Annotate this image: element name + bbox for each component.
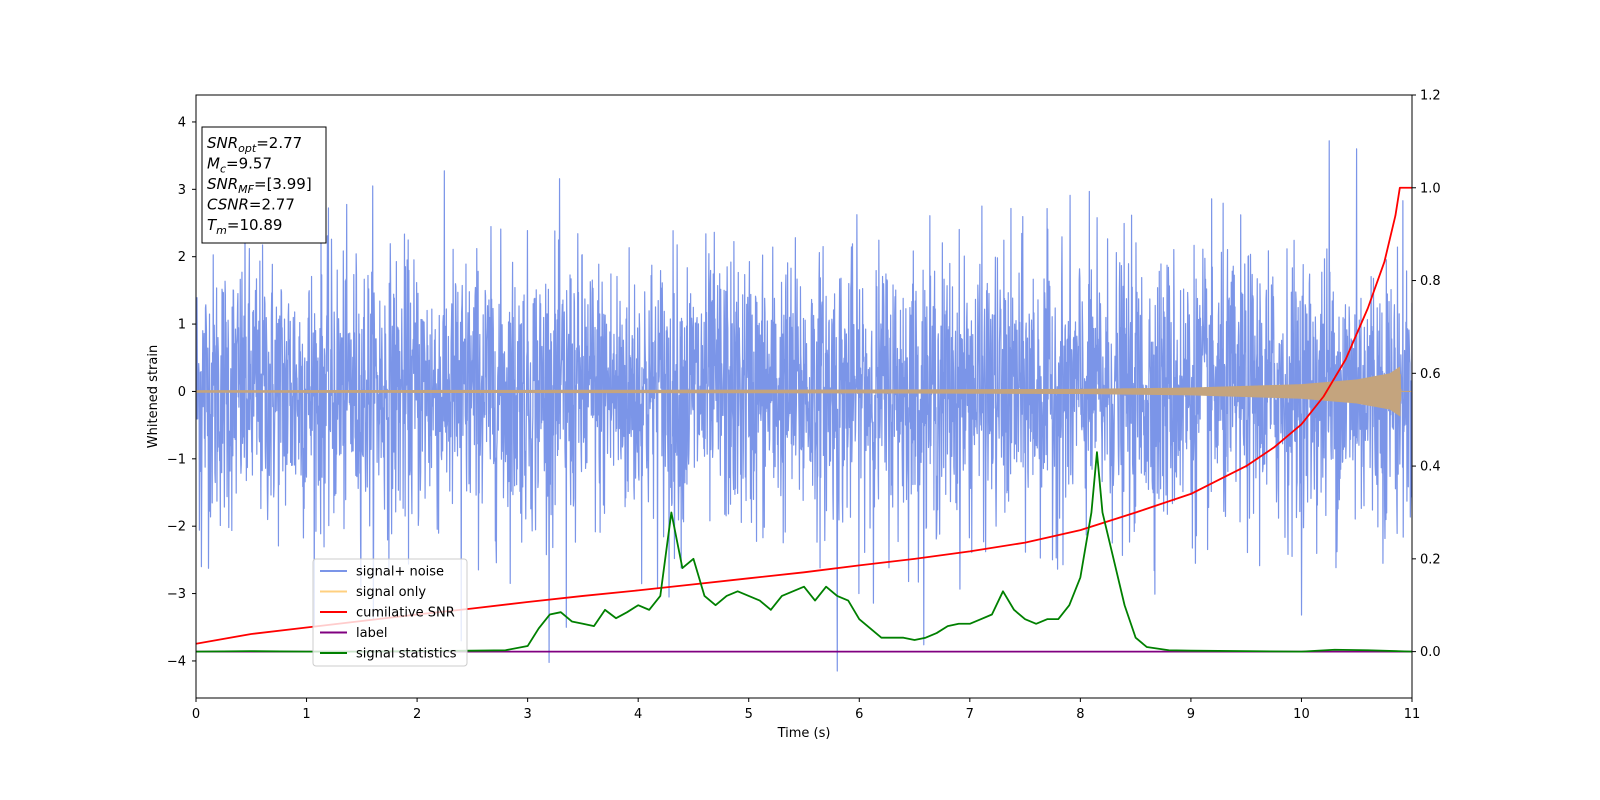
y-tick-label-8: 4 bbox=[178, 115, 186, 130]
annotation-line-1: Mc=9.57 bbox=[207, 155, 272, 176]
y-axis-title: Whitened strain bbox=[146, 345, 161, 448]
x-tick-label-8: 8 bbox=[1076, 707, 1084, 722]
y2-tick-label-2: 0.4 bbox=[1420, 460, 1441, 475]
x-tick-label-6: 6 bbox=[855, 707, 863, 722]
x-tick-label-5: 5 bbox=[745, 707, 753, 722]
y2-tick-label-1: 0.2 bbox=[1420, 552, 1441, 567]
legend-label-3: label bbox=[356, 626, 387, 641]
x-tick-label-0: 0 bbox=[192, 707, 200, 722]
annotation-line-3: CSNR=2.77 bbox=[207, 196, 295, 214]
annotation-line-4: Tm=10.89 bbox=[207, 216, 282, 237]
y-tick-label-0: −4 bbox=[167, 654, 186, 669]
y2-tick-label-3: 0.6 bbox=[1420, 367, 1441, 382]
legend-box bbox=[312, 558, 468, 667]
y-tick-label-6: 2 bbox=[178, 250, 186, 265]
legend-label-2: cumilative SNR bbox=[356, 606, 455, 621]
y2-tick-label-5: 1.0 bbox=[1420, 181, 1441, 196]
x-tick-label-2: 2 bbox=[413, 707, 421, 722]
x-tick-label-4: 4 bbox=[634, 707, 642, 722]
y-tick-label-2: −2 bbox=[167, 520, 186, 535]
legend-label-4: signal statistics bbox=[356, 647, 457, 662]
series-line-0 bbox=[196, 140, 1412, 672]
y-tick-label-7: 3 bbox=[178, 183, 186, 198]
x-tick-label-7: 7 bbox=[966, 707, 974, 722]
y2-tick-label-6: 1.2 bbox=[1420, 89, 1441, 104]
y-tick-label-3: −1 bbox=[167, 452, 186, 467]
x-tick-label-1: 1 bbox=[302, 707, 310, 722]
annotation-line-2: SNRMF=[3.99] bbox=[207, 175, 312, 196]
annotation-line-0: SNRopt=2.77 bbox=[207, 134, 302, 155]
x-tick-label-3: 3 bbox=[523, 707, 531, 722]
legend-label-0: signal+ noise bbox=[356, 565, 444, 580]
x-tick-label-10: 10 bbox=[1293, 707, 1310, 722]
x-axis-title: Time (s) bbox=[777, 726, 831, 741]
axes-frame bbox=[195, 94, 1413, 699]
series-line-4 bbox=[196, 451, 1412, 653]
legend-label-1: signal only bbox=[356, 585, 426, 600]
y-tick-label-5: 1 bbox=[178, 318, 186, 333]
x-tick-label-9: 9 bbox=[1187, 707, 1195, 722]
x-tick-label-11: 11 bbox=[1404, 707, 1421, 722]
annotation-box bbox=[201, 126, 327, 244]
y-tick-label-4: 0 bbox=[178, 385, 186, 400]
y2-tick-label-0: 0.0 bbox=[1420, 645, 1441, 660]
y-tick-label-1: −3 bbox=[167, 587, 186, 602]
y2-tick-label-4: 0.8 bbox=[1420, 274, 1441, 289]
series-line-1 bbox=[196, 366, 1412, 417]
